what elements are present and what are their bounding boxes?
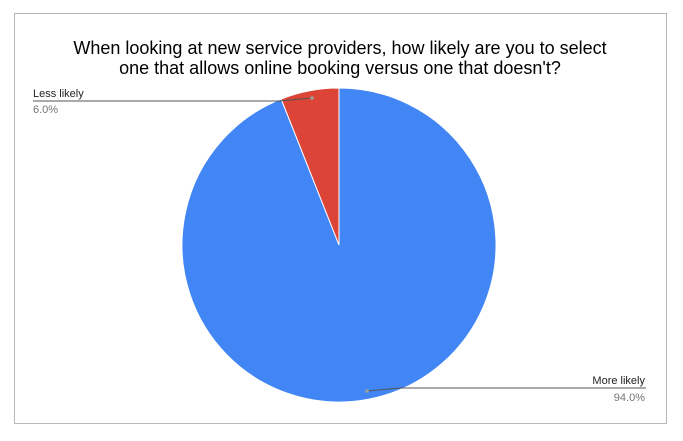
slice-label-more-likely: More likely bbox=[592, 375, 645, 387]
leader-line-more-likely bbox=[366, 387, 646, 392]
slice-value-more-likely: 94.0% bbox=[614, 392, 645, 404]
leader-line-less-likely bbox=[33, 97, 313, 102]
slice-value-less-likely: 6.0% bbox=[33, 104, 58, 116]
chart-title-line-2: one that allows online booking versus on… bbox=[119, 58, 561, 78]
leader-dot-less-likely bbox=[310, 96, 314, 100]
leader-dot-more-likely bbox=[365, 389, 369, 393]
slice-label-less-likely: Less likely bbox=[33, 88, 84, 100]
pie-slices bbox=[181, 87, 497, 403]
chart-title-line-1: When looking at new service providers, h… bbox=[73, 38, 606, 58]
pie-slice-less-likely bbox=[280, 87, 340, 246]
